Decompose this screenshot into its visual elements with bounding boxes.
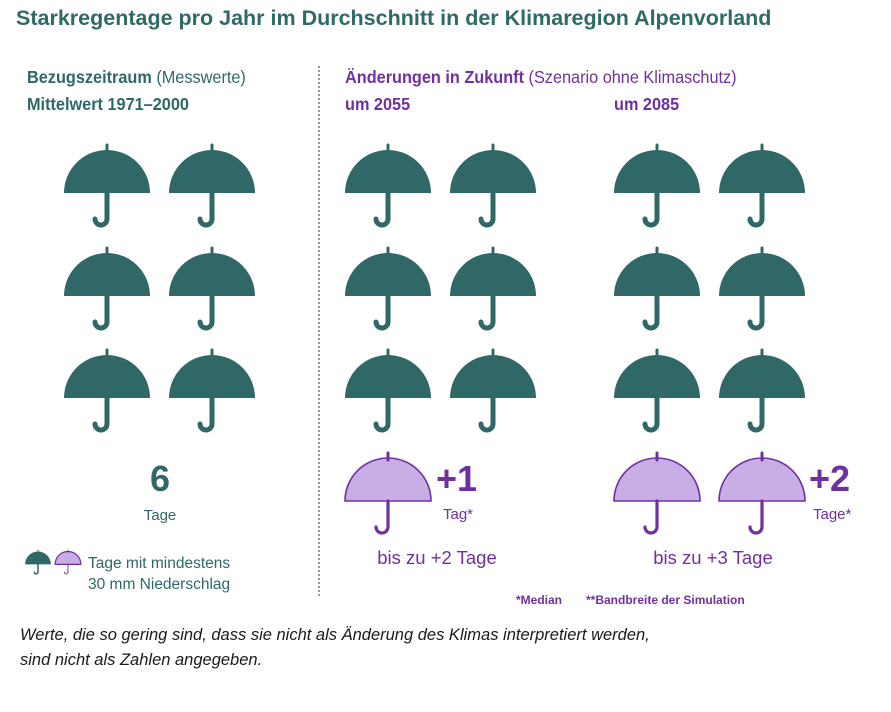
legend-umbrella-icon-change xyxy=(54,549,82,575)
footnote-band: **Bandbreite der Simulation xyxy=(586,593,745,607)
umbrella-icon-1-base-4 xyxy=(450,246,536,331)
future-header-normal: (Szenario ohne Klimaschutz) xyxy=(524,67,737,87)
umbrella-icon-0-base-3 xyxy=(64,246,150,331)
change-2085-value: +2 xyxy=(809,458,851,499)
umbrella-icon-1-base-2 xyxy=(450,143,536,228)
range-2085: bis zu +3 Tage xyxy=(653,547,773,568)
umbrella-icon-0-base-1 xyxy=(64,143,150,228)
reference-header-bold: Bezugszeitraum xyxy=(27,67,152,87)
umbrella-icon-2-base-4 xyxy=(719,246,805,331)
umbrella-icon-0-base-4 xyxy=(169,246,255,331)
reference-header-normal: (Messwerte) xyxy=(151,67,246,87)
note-line-2: sind nicht als Zahlen angegeben. xyxy=(20,651,263,669)
future-header-bold: Änderungen in Zukunft xyxy=(345,67,525,87)
period-2055-label: um 2055 xyxy=(345,94,411,114)
footnote-median: *Median xyxy=(516,593,563,607)
reference-subheader: Mittelwert 1971–2000 xyxy=(27,94,189,114)
umbrella-icon-1-change-1 xyxy=(344,451,432,535)
range-2055: bis zu +2 Tage xyxy=(377,547,497,568)
legend-umbrella-icon-reference xyxy=(25,549,51,575)
chart-title: Starkregentage pro Jahr im Durchschnitt … xyxy=(16,6,772,30)
umbrella-icon-1-base-6 xyxy=(450,348,536,433)
umbrella-icon-2-base-6 xyxy=(719,348,805,433)
umbrella-icon-0-base-5 xyxy=(64,348,150,433)
umbrella-icon-1-base-1 xyxy=(345,143,431,228)
reference-unit: Tage xyxy=(143,507,177,524)
change-2055-unit: Tag* xyxy=(443,506,474,523)
reference-value: 6 xyxy=(149,458,171,499)
umbrella-icon-1-base-3 xyxy=(345,246,431,331)
change-2085-unit: Tage* xyxy=(813,506,852,523)
umbrella-icon-1-base-5 xyxy=(345,348,431,433)
legend-line-2: 30 mm Niederschlag xyxy=(88,576,231,593)
umbrella-icon-0-base-6 xyxy=(169,348,255,433)
note-line-1: Werte, die so gering sind, dass sie nich… xyxy=(20,626,650,644)
column-divider xyxy=(318,66,320,596)
change-2055-value: +1 xyxy=(436,458,478,499)
umbrella-icon-0-base-2 xyxy=(169,143,255,228)
umbrella-icon-2-base-3 xyxy=(614,246,700,331)
umbrella-icon-2-base-2 xyxy=(719,143,805,228)
future-header: Änderungen in Zukunft (Szenario ohne Kli… xyxy=(345,67,737,88)
period-2085-label: um 2085 xyxy=(614,94,680,114)
legend-line-1: Tage mit mindestens xyxy=(88,555,231,572)
reference-header: Bezugszeitraum (Messwerte) xyxy=(27,67,246,88)
umbrella-icon-2-base-1 xyxy=(614,143,700,228)
umbrella-icon-2-change-1 xyxy=(613,451,701,535)
umbrella-icon-2-base-5 xyxy=(614,348,700,433)
umbrella-icon-2-change-2 xyxy=(718,451,806,535)
